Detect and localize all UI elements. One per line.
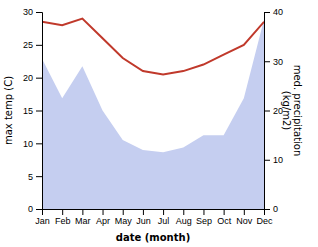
y2-axis-title: med. precipitation(kg/m2) bbox=[281, 65, 304, 157]
tick-label: 15 bbox=[23, 106, 33, 116]
tick: 20 bbox=[23, 73, 42, 83]
tick: 20 bbox=[264, 106, 283, 116]
tick: 0 bbox=[264, 204, 278, 214]
tick: 25 bbox=[23, 40, 42, 50]
tick: 10 bbox=[264, 155, 283, 165]
tick-mark bbox=[224, 209, 225, 215]
x-axis: Jan Feb Mar Apr MayJun Jul Aug Sep Oct NovDec bbox=[35, 209, 273, 226]
tick-mark bbox=[123, 209, 124, 215]
tick-mark bbox=[36, 12, 42, 13]
tick: Jan bbox=[35, 209, 50, 226]
tick-mark bbox=[143, 209, 144, 215]
tick-mark bbox=[183, 209, 184, 215]
tick-label: 25 bbox=[23, 40, 33, 50]
tick-label: Mar bbox=[75, 216, 91, 226]
tick: Feb bbox=[55, 209, 71, 226]
tick: 0 bbox=[28, 204, 42, 214]
tick-mark bbox=[36, 209, 42, 210]
tick-mark bbox=[103, 209, 104, 215]
tick-label: 0 bbox=[28, 204, 33, 214]
tick-mark bbox=[62, 209, 63, 215]
y2-axis-title-line: med. precipitation bbox=[292, 65, 303, 157]
tick-label: 10 bbox=[23, 139, 33, 149]
axis-line bbox=[43, 210, 265, 216]
tick-mark bbox=[244, 209, 245, 215]
tick-mark bbox=[264, 61, 270, 62]
tick-mark bbox=[36, 111, 42, 112]
tick-label: Oct bbox=[217, 216, 232, 226]
tick: Nov bbox=[236, 209, 253, 226]
tick-mark bbox=[264, 12, 270, 13]
y2-axis: 0 10 20 30 40 bbox=[264, 7, 283, 214]
tick-label: Feb bbox=[55, 216, 71, 226]
chart: JanFebMarAprMayJunJulAugSepOctNovDec0510… bbox=[0, 0, 318, 247]
tick-label: 10 bbox=[273, 155, 283, 165]
tick-label: 20 bbox=[23, 73, 33, 83]
tick-label: 40 bbox=[273, 7, 283, 17]
tick: Mar bbox=[75, 209, 91, 226]
tick-label: Apr bbox=[96, 216, 110, 226]
tick-mark bbox=[36, 78, 42, 79]
tick-label: 5 bbox=[28, 172, 33, 182]
y2-axis-title-line: (kg/m2) bbox=[281, 91, 292, 131]
tick-mark bbox=[36, 45, 42, 46]
tick-label: Aug bbox=[176, 216, 192, 226]
tick-label: Jan bbox=[35, 216, 50, 226]
tick: 15 bbox=[23, 106, 42, 116]
tick: 30 bbox=[264, 57, 283, 67]
tick: Jun bbox=[136, 209, 151, 226]
tick-mark bbox=[264, 209, 270, 210]
tick-mark bbox=[264, 160, 270, 161]
plot: JanFebMarAprMayJunJulAugSepOctNovDec0510… bbox=[3, 7, 303, 243]
tick: 5 bbox=[28, 172, 42, 182]
tick: 10 bbox=[23, 139, 42, 149]
tick-mark bbox=[203, 209, 204, 215]
area bbox=[42, 19, 264, 209]
tick-mark bbox=[163, 209, 164, 215]
tick-label: Nov bbox=[236, 216, 253, 226]
tick: Aug bbox=[176, 209, 192, 226]
tick-mark bbox=[82, 209, 83, 215]
line bbox=[42, 19, 264, 75]
tick-label: 30 bbox=[23, 7, 33, 17]
tick: 40 bbox=[264, 7, 283, 17]
tick-mark bbox=[36, 176, 42, 177]
tick-mark bbox=[264, 111, 270, 112]
tick: Apr bbox=[96, 209, 110, 226]
axis-line bbox=[265, 13, 271, 210]
tick-label: 30 bbox=[273, 57, 283, 67]
y-axis: 0 5 10 15 20 25 30 bbox=[23, 7, 43, 214]
tick-label: Sep bbox=[196, 216, 212, 226]
tick-label: May bbox=[115, 216, 133, 226]
tick-label: Dec bbox=[256, 216, 273, 226]
tick: Oct bbox=[217, 209, 232, 226]
tick-mark bbox=[36, 143, 42, 144]
tick-label: Jul bbox=[158, 216, 170, 226]
tick: Sep bbox=[196, 209, 212, 226]
tick: Dec bbox=[256, 209, 273, 226]
tick: 30 bbox=[23, 7, 42, 17]
tick: Jul bbox=[158, 209, 170, 226]
tick-label: 0 bbox=[273, 204, 278, 214]
y-axis-title: max temp (C) bbox=[3, 76, 14, 145]
marks bbox=[42, 19, 264, 209]
tick-label: Jun bbox=[136, 216, 151, 226]
axis-line bbox=[36, 13, 43, 210]
x-axis-title: date (month) bbox=[116, 232, 190, 243]
tick: May bbox=[115, 209, 133, 226]
